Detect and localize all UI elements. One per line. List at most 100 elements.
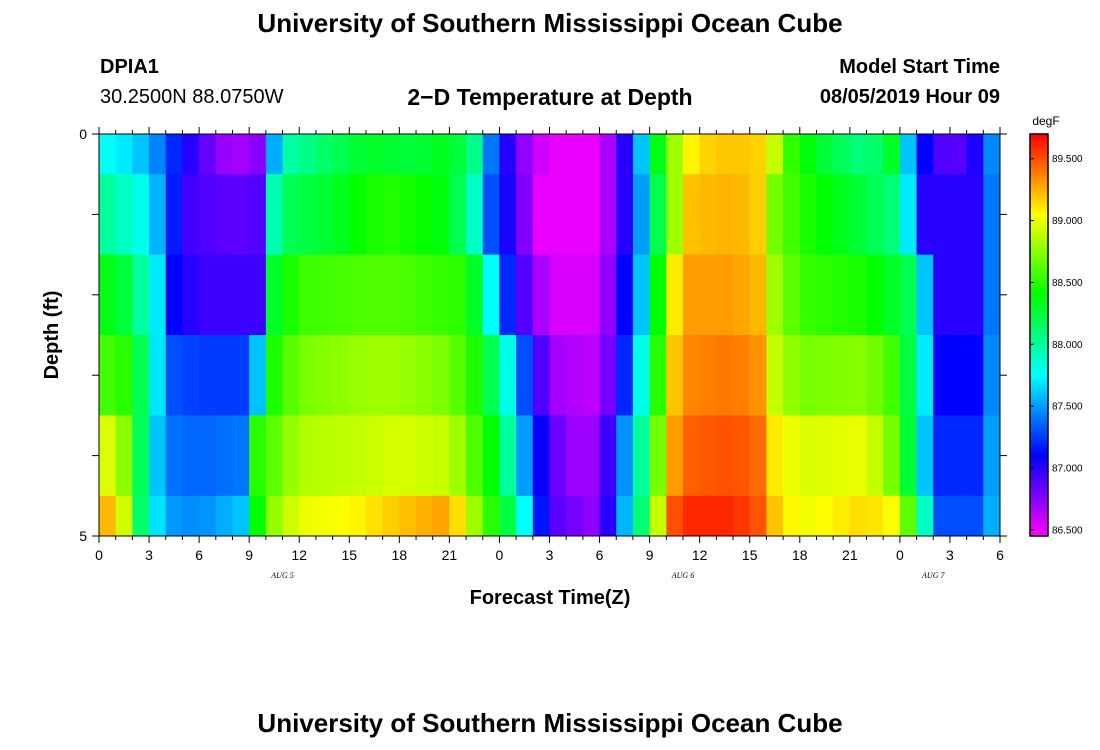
heatmap-cell xyxy=(716,174,734,255)
heatmap-cell xyxy=(399,495,417,537)
heatmap-cell xyxy=(716,254,734,336)
heatmap-cell xyxy=(532,415,550,497)
date-label: AUG 5 xyxy=(270,571,293,580)
heatmap-cell xyxy=(866,174,884,255)
heatmap-cell xyxy=(849,174,867,255)
heatmap-cell xyxy=(332,174,350,255)
heatmap-cell xyxy=(933,254,951,336)
y-tick-label: 5 xyxy=(79,528,87,544)
heatmap-cell xyxy=(282,335,300,416)
heatmap-cell xyxy=(849,134,867,175)
heatmap-cell xyxy=(849,495,867,537)
heatmap-cell xyxy=(849,254,867,336)
x-tick-label: 3 xyxy=(546,547,554,563)
heatmap-cell xyxy=(666,335,684,416)
heatmap-cell xyxy=(165,415,183,497)
heatmap-cell xyxy=(365,335,384,416)
heatmap-cell xyxy=(282,495,300,537)
heatmap-cell xyxy=(382,495,400,537)
heatmap-cell xyxy=(115,495,133,537)
heatmap-cell xyxy=(699,495,717,537)
heatmap-cell xyxy=(332,254,350,336)
heatmap-cell xyxy=(833,495,851,537)
x-tick-label: 0 xyxy=(896,547,904,563)
heatmap-cell xyxy=(849,335,867,416)
heatmap-cell xyxy=(716,134,734,175)
heatmap-cell xyxy=(149,415,167,497)
heatmap-cell xyxy=(315,415,333,497)
heatmap-cell xyxy=(349,415,367,497)
heatmap-cell xyxy=(816,134,834,175)
x-tick-label: 18 xyxy=(392,547,408,563)
heatmap-cell xyxy=(949,174,968,255)
heatmap-cell xyxy=(799,134,817,175)
heatmap-cell xyxy=(516,495,534,537)
heatmap-cell xyxy=(883,335,901,416)
heatmap-cell xyxy=(349,134,367,175)
colorbar-tick-label: 87.000 xyxy=(1052,463,1083,474)
heatmap-cell xyxy=(966,335,984,416)
colorbar-tick-label: 88.500 xyxy=(1052,278,1083,289)
heatmap-cell xyxy=(215,174,233,255)
heatmap-cell xyxy=(566,174,584,255)
heatmap-cell xyxy=(466,134,484,175)
heatmap-cell xyxy=(315,495,333,537)
heatmap-cell xyxy=(816,174,834,255)
heatmap-cell xyxy=(799,254,817,336)
heatmap-cell xyxy=(682,174,701,255)
heatmap-cell xyxy=(332,134,350,175)
heatmap-cell xyxy=(232,335,250,416)
x-tick-label: 9 xyxy=(646,547,654,563)
heatmap-cell xyxy=(399,134,417,175)
heatmap-cell xyxy=(582,335,600,416)
heatmap-cell xyxy=(933,134,951,175)
heatmap-cell xyxy=(666,415,684,497)
heatmap-cell xyxy=(616,134,634,175)
heatmap-cell xyxy=(399,335,417,416)
heatmap-cell xyxy=(265,495,283,537)
heatmap-cell xyxy=(733,415,751,497)
heatmap-cell xyxy=(716,335,734,416)
heatmap-cell xyxy=(449,415,467,497)
heatmap-cell xyxy=(265,335,283,416)
heatmap-cell xyxy=(933,335,951,416)
heatmap-cell xyxy=(449,254,467,336)
heatmap-cell xyxy=(382,134,400,175)
heatmap-cell xyxy=(616,254,634,336)
heatmap-cell xyxy=(182,495,200,537)
heatmap-cell xyxy=(99,174,117,255)
heatmap-cell xyxy=(99,254,117,336)
heatmap-cell xyxy=(949,335,968,416)
heatmap-cell xyxy=(966,174,984,255)
heatmap-cell xyxy=(749,254,767,336)
x-tick-label: 6 xyxy=(596,547,604,563)
heatmap-cell xyxy=(549,174,567,255)
heatmap-cell xyxy=(883,254,901,336)
footer-title: University of Southern Mississippi Ocean… xyxy=(257,708,843,738)
heatmap-cell xyxy=(182,415,200,497)
x-tick-label: 21 xyxy=(442,547,458,563)
heatmap-cell xyxy=(99,415,117,497)
heatmap-cell xyxy=(449,335,467,416)
heatmap-cell xyxy=(883,174,901,255)
y-axis: 05 xyxy=(79,126,1007,544)
heatmap-cell xyxy=(532,495,550,537)
heatmap-cell xyxy=(382,174,400,255)
heatmap-cell xyxy=(466,254,484,336)
heatmap-cell xyxy=(899,495,917,537)
heatmap-cell xyxy=(649,254,667,336)
heatmap-cell xyxy=(983,174,1001,255)
heatmap-cell xyxy=(582,174,600,255)
heatmap-cell xyxy=(165,134,183,175)
heatmap-cell xyxy=(232,495,250,537)
heatmap-cell xyxy=(482,134,500,175)
heatmap-cell xyxy=(666,495,684,537)
heatmap-cell xyxy=(699,335,717,416)
heatmap-cell xyxy=(115,335,133,416)
heatmap-cell xyxy=(632,495,651,537)
heatmap-cell xyxy=(566,254,584,336)
heatmap-cell xyxy=(165,335,183,416)
heatmap-cell xyxy=(916,134,934,175)
heatmap-cell xyxy=(315,134,333,175)
